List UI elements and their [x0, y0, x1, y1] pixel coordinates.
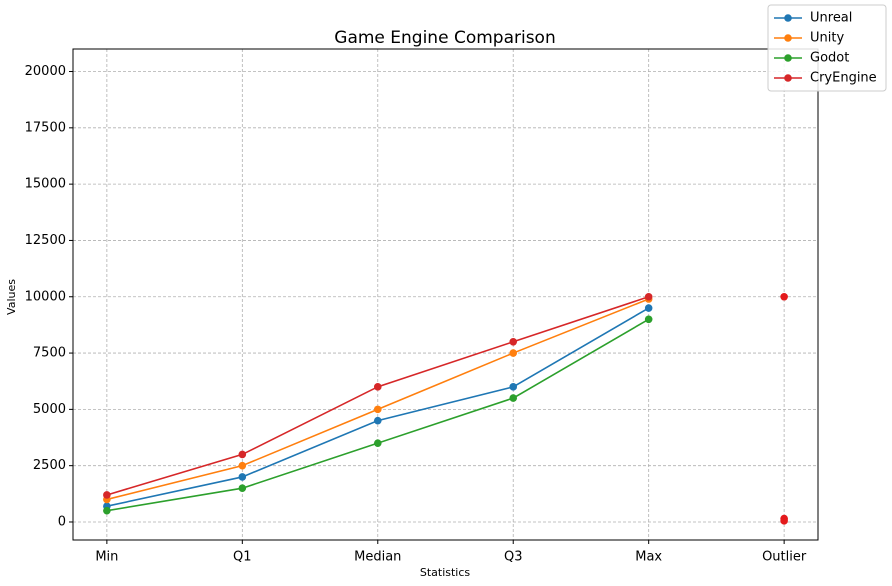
- y-tick-label: 15000: [25, 177, 66, 192]
- y-tick-label: 2500: [33, 458, 66, 473]
- legend-label: Unity: [810, 31, 844, 46]
- legend-marker: [784, 74, 792, 82]
- data-point: [509, 337, 518, 346]
- y-tick-label: 5000: [33, 402, 66, 417]
- y-tick-label: 17500: [25, 120, 66, 135]
- data-point: [373, 383, 382, 391]
- data-point: [644, 304, 653, 312]
- data-point: [509, 349, 518, 357]
- x-tick-label: Median: [354, 550, 401, 565]
- x-axis-label: Statistics: [420, 566, 471, 579]
- data-point: [644, 292, 653, 301]
- legend-label: Unreal: [810, 11, 852, 26]
- data-point: [644, 315, 653, 324]
- y-tick-label: 7500: [33, 346, 66, 361]
- data-point: [373, 439, 382, 447]
- y-tick-label: 10000: [25, 289, 66, 304]
- data-point: [238, 473, 247, 481]
- data-point: [238, 484, 247, 492]
- legend-label: CryEngine: [810, 71, 877, 86]
- legend-marker: [784, 34, 792, 42]
- legend-marker: [784, 14, 792, 22]
- data-point: [373, 405, 382, 414]
- data-point: [509, 383, 518, 391]
- data-point: [373, 416, 382, 425]
- data-point: [238, 461, 247, 470]
- y-tick-label: 20000: [25, 64, 66, 79]
- y-tick-label: 0: [58, 514, 66, 529]
- legend-box: [767, 4, 887, 92]
- chart-title: Game Engine Comparison: [334, 28, 555, 48]
- x-tick-label: Max: [635, 550, 662, 565]
- outlier-point: [780, 292, 788, 301]
- y-tick-label: 12500: [25, 233, 66, 248]
- legend-label: Godot: [810, 51, 849, 66]
- x-tick-label: Q1: [233, 550, 252, 565]
- y-axis-label: Values: [5, 279, 18, 315]
- data-point: [103, 491, 111, 499]
- legend-marker: [784, 54, 792, 62]
- data-point: [238, 450, 247, 459]
- x-tick-label: Outlier: [762, 550, 807, 565]
- data-point: [509, 394, 518, 402]
- data-point: [103, 506, 111, 515]
- plot-frame: [72, 48, 819, 541]
- x-tick-label: Min: [95, 550, 118, 565]
- outlier-point: [780, 517, 788, 525]
- x-tick-label: Q3: [504, 550, 523, 565]
